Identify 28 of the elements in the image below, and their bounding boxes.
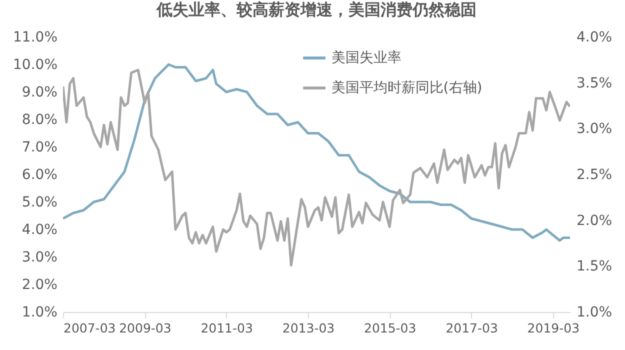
- x-tick-label: 2013-03: [282, 320, 335, 336]
- y-tick-label: 11.0%: [13, 30, 58, 46]
- y-tick-label: 7.0%: [22, 140, 58, 156]
- y2-tick-label: 4.0%: [576, 30, 612, 46]
- y2-tick-label: 2.0%: [576, 212, 612, 229]
- y-tick-label: 6.0%: [22, 167, 58, 183]
- y-tick-label: 9.0%: [22, 84, 58, 100]
- x-tick-label: 2011-03: [200, 320, 253, 336]
- y-tick-label: 8.0%: [22, 112, 58, 128]
- x-tick-label: 2009-03: [119, 320, 172, 336]
- y-tick-label: 10.0%: [13, 57, 58, 73]
- x-tick-label: 2017-03: [446, 320, 498, 336]
- y-tick-label: 5.0%: [22, 194, 58, 210]
- y2-tick-label: 2.5%: [576, 167, 612, 183]
- y2-tick-label: 3.5%: [576, 75, 612, 92]
- y-tick-label: 2.0%: [22, 277, 58, 293]
- chart-title: 低失业率、较高薪资增速，美国消费仍然稳固: [156, 0, 476, 19]
- x-tick-label: 2015-03: [364, 320, 416, 336]
- y-tick-label: 4.0%: [22, 222, 58, 238]
- y-tick-label: 1.0%: [22, 304, 58, 320]
- x-tick-label: 2007-03: [64, 320, 116, 336]
- legend-label: 美国平均时薪同比(右轴): [331, 80, 482, 96]
- y2-tick-label: 3.0%: [576, 121, 612, 138]
- y-tick-label: 3.0%: [22, 250, 58, 266]
- y2-tick-label: 1.0%: [576, 304, 612, 320]
- x-tick-label: 2019-03: [527, 320, 580, 336]
- legend-label: 美国失业率: [331, 50, 402, 66]
- y2-tick-label: 1.5%: [576, 258, 612, 275]
